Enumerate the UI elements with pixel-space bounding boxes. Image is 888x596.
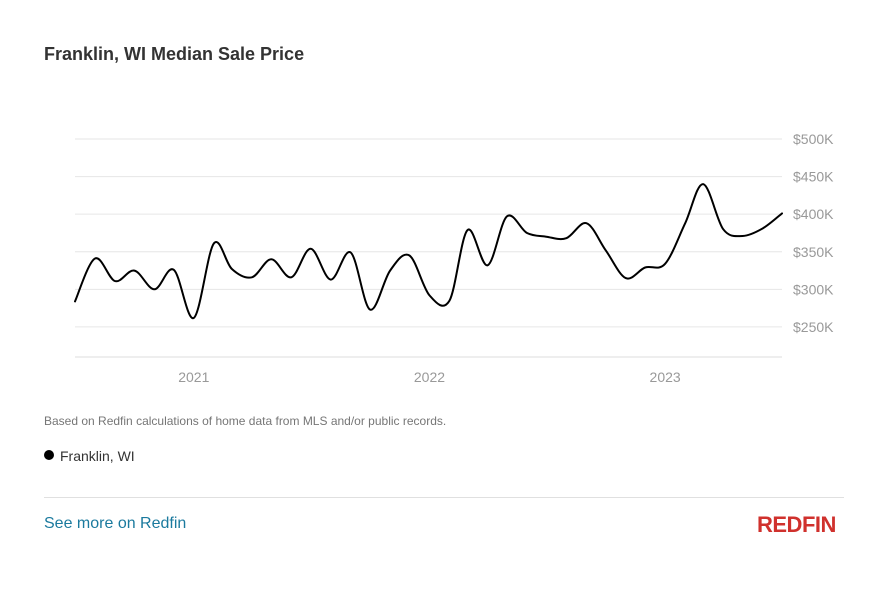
data-source-note: Based on Redfin calculations of home dat… xyxy=(44,414,447,428)
x-axis-ticks: 2021 2022 2023 xyxy=(178,369,681,385)
legend-label: Franklin, WI xyxy=(60,448,135,464)
series-layer xyxy=(74,183,783,319)
y-tick-label: $250K xyxy=(793,319,834,335)
series-line xyxy=(74,183,783,319)
legend-marker xyxy=(44,449,54,460)
y-tick-label: $400K xyxy=(793,206,834,222)
y-tick-label: $450K xyxy=(793,169,834,185)
y-tick-label: $350K xyxy=(793,244,834,260)
y-tick-label: $300K xyxy=(793,281,834,297)
legend: Franklin, WI xyxy=(44,448,135,464)
chart-title: Franklin, WI Median Sale Price xyxy=(44,44,305,64)
y-axis-ticks: $250K $300K $350K $400K $450K $500K xyxy=(793,131,834,335)
line-chart: $250K$300K$350K$400K$450K$500K 2021 2022 2… xyxy=(74,131,834,385)
divider xyxy=(44,497,844,498)
redfin-logo: REDFIN xyxy=(757,512,836,537)
see-more-link[interactable]: See more on Redfin xyxy=(44,515,187,532)
x-tick-label: 2023 xyxy=(650,369,681,385)
x-tick-label: 2021 xyxy=(178,369,209,385)
y-tick-label: $500K xyxy=(793,131,834,147)
gridlines xyxy=(75,138,782,358)
x-tick-label: 2022 xyxy=(414,369,445,385)
